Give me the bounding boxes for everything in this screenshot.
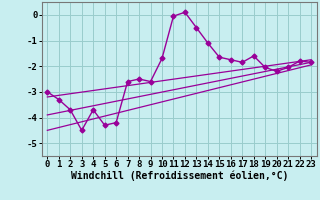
X-axis label: Windchill (Refroidissement éolien,°C): Windchill (Refroidissement éolien,°C) (70, 171, 288, 181)
